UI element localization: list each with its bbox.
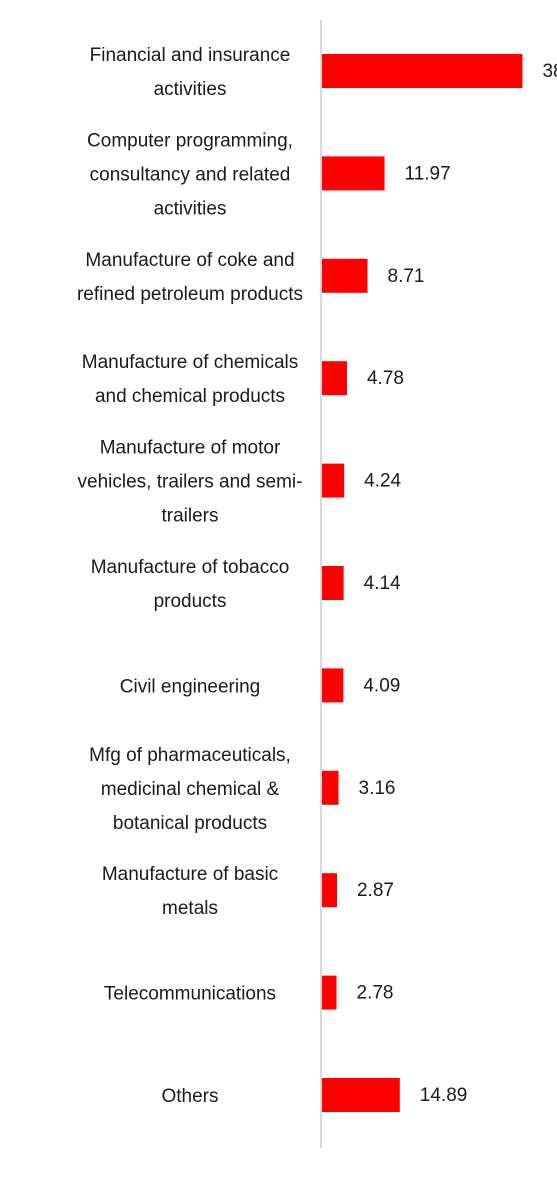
category-labels: Financial and insurance activitiesCompute… bbox=[77, 45, 303, 1107]
bar-6 bbox=[322, 668, 344, 703]
category-label-line: botanical products bbox=[113, 813, 267, 834]
bar-8 bbox=[322, 873, 337, 908]
bar-0 bbox=[322, 54, 523, 88]
value-label-1: 11.97 bbox=[405, 163, 451, 184]
category-label-6: Civil engineering bbox=[120, 676, 260, 697]
value-label-6: 4.09 bbox=[363, 675, 400, 696]
category-label-3: Manufacture of chemicals and chemical pro… bbox=[82, 352, 299, 407]
category-label-line: trailers bbox=[161, 506, 218, 527]
bar-10 bbox=[322, 1078, 400, 1112]
value-label-4: 4.24 bbox=[364, 471, 401, 492]
category-label-4: Manufacture of motor vehicles, trailers a… bbox=[78, 438, 303, 527]
category-label-line: products bbox=[154, 591, 227, 612]
bar-9 bbox=[322, 975, 337, 1010]
bar-4 bbox=[322, 463, 345, 498]
category-label-line: Mfg of pharmaceuticals, bbox=[89, 745, 291, 766]
value-label-5: 4.14 bbox=[364, 573, 401, 594]
category-label-line: Manufacture of tobacco bbox=[91, 557, 290, 578]
category-label-10: Others bbox=[161, 1086, 218, 1107]
category-label-line: medicinal chemical & bbox=[101, 779, 280, 800]
bar-1 bbox=[322, 156, 385, 191]
bar-3 bbox=[322, 361, 347, 396]
category-label-1: Computer programming, consultancy and rel… bbox=[87, 130, 293, 219]
category-label-line: Manufacture of coke and bbox=[85, 250, 294, 271]
category-label-line: activities bbox=[154, 79, 227, 100]
bars bbox=[322, 54, 523, 1112]
category-label-line: Civil engineering bbox=[120, 676, 260, 697]
bar-5 bbox=[322, 566, 344, 600]
category-label-0: Financial and insurance activities bbox=[90, 45, 291, 100]
bar-2 bbox=[322, 258, 368, 293]
category-label-9: Telecommunications bbox=[104, 984, 276, 1005]
category-label-8: Manufacture of basic metals bbox=[102, 864, 278, 919]
category-label-line: Telecommunications bbox=[104, 984, 276, 1005]
category-label-line: refined petroleum products bbox=[77, 284, 303, 305]
category-label-2: Manufacture of coke and refined petroleum… bbox=[77, 250, 303, 305]
value-label-9: 2.78 bbox=[357, 983, 394, 1004]
value-label-3: 4.78 bbox=[367, 368, 404, 389]
category-label-5: Manufacture of tobacco products bbox=[91, 557, 290, 612]
category-label-line: and chemical products bbox=[95, 386, 285, 407]
category-label-line: Manufacture of motor bbox=[100, 438, 281, 459]
value-labels: 38.37 11.97 8.71 4.78 4.24 4.14 4.09 3.16 2.87 2.… bbox=[357, 61, 557, 1106]
category-label-line: activities bbox=[154, 198, 227, 219]
category-label-7: Mfg of pharmaceuticals, medicinal chemica… bbox=[89, 745, 291, 834]
category-label-line: Others bbox=[161, 1086, 218, 1107]
category-label-line: vehicles, trailers and semi- bbox=[78, 472, 303, 493]
category-label-line: Financial and insurance bbox=[90, 45, 291, 66]
value-label-10: 14.89 bbox=[420, 1085, 468, 1106]
category-label-line: Manufacture of basic bbox=[102, 864, 278, 885]
value-label-7: 3.16 bbox=[359, 778, 396, 799]
value-label-2: 8.71 bbox=[388, 266, 425, 287]
value-label-0: 38.37 bbox=[542, 61, 557, 82]
bar-7 bbox=[322, 770, 339, 805]
category-label-line: Manufacture of chemicals bbox=[82, 352, 299, 373]
category-label-line: consultancy and related bbox=[90, 164, 291, 185]
category-label-line: Computer programming, bbox=[87, 130, 293, 151]
value-label-8: 2.87 bbox=[357, 880, 394, 901]
category-label-line: metals bbox=[162, 898, 218, 919]
